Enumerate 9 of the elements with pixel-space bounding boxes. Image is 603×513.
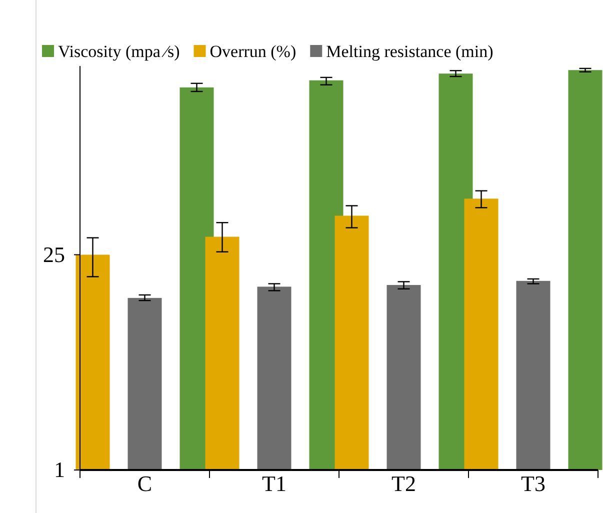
legend-label: Viscosity (mpa ⁄s) [58,42,180,61]
y-tick-label: 25 [43,242,65,267]
x-tick-label: T1 [262,471,286,496]
legend-label: Overrun (%) [210,42,296,61]
y-tick-label: 1 [54,457,65,482]
legend-label: Melting resistance (min) [326,42,494,61]
x-tick-label: T3 [521,471,546,496]
x-tick-label: C [137,471,152,496]
x-tick-label: T2 [392,471,416,496]
